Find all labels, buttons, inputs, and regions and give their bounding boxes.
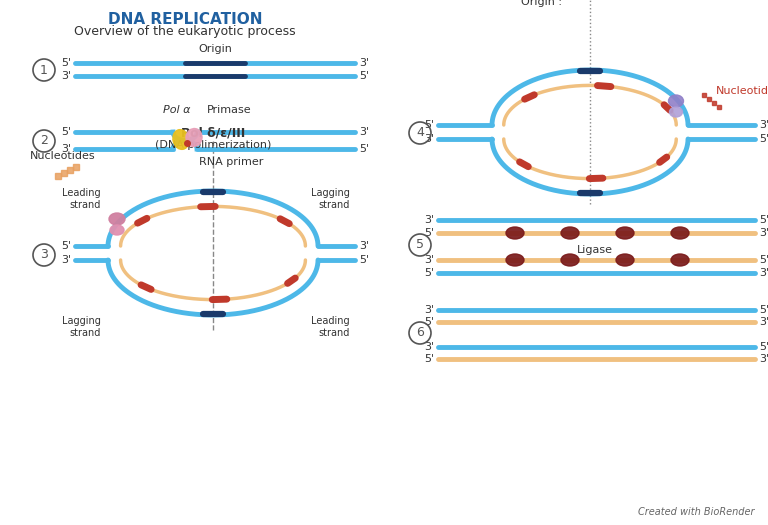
Text: 3': 3' xyxy=(61,255,71,265)
Text: 6: 6 xyxy=(416,327,424,340)
Text: 5': 5' xyxy=(759,342,768,352)
Ellipse shape xyxy=(671,227,689,239)
Text: 5': 5' xyxy=(61,127,71,137)
Text: 2: 2 xyxy=(40,134,48,148)
Ellipse shape xyxy=(670,107,683,117)
Ellipse shape xyxy=(110,225,124,235)
Text: 3': 3' xyxy=(424,305,434,315)
Text: 5': 5' xyxy=(359,144,369,154)
Text: 5': 5' xyxy=(759,305,768,315)
Text: 3: 3 xyxy=(40,248,48,261)
Text: Leading
strand: Leading strand xyxy=(311,316,350,338)
Text: Origin :: Origin : xyxy=(521,0,562,7)
Text: 5': 5' xyxy=(424,354,434,364)
Text: Origin: Origin xyxy=(198,44,232,54)
Text: 3': 3' xyxy=(759,317,768,327)
Ellipse shape xyxy=(561,254,579,266)
Text: Ligase: Ligase xyxy=(577,245,613,255)
Text: 3': 3' xyxy=(759,228,768,238)
Text: 5': 5' xyxy=(759,134,768,144)
Text: 5': 5' xyxy=(61,58,71,68)
Text: Leading
strand: Leading strand xyxy=(62,188,101,209)
Text: Overview of the eukaryotic process: Overview of the eukaryotic process xyxy=(74,25,296,38)
Text: 5': 5' xyxy=(424,317,434,327)
Text: 5': 5' xyxy=(424,228,434,238)
Ellipse shape xyxy=(561,227,579,239)
Text: 5': 5' xyxy=(61,241,71,251)
Text: DNA REPLICATION: DNA REPLICATION xyxy=(108,12,262,27)
Ellipse shape xyxy=(506,254,524,266)
Text: 3': 3' xyxy=(359,127,369,137)
Ellipse shape xyxy=(506,227,524,239)
Ellipse shape xyxy=(668,95,684,107)
Text: Primase: Primase xyxy=(207,105,252,115)
Ellipse shape xyxy=(173,130,189,150)
Text: 3': 3' xyxy=(359,58,369,68)
Text: 5': 5' xyxy=(359,255,369,265)
Text: Nucleotides: Nucleotides xyxy=(716,86,768,96)
Text: Nucleotides: Nucleotides xyxy=(30,151,96,161)
Text: (DNA polimerization): (DNA polimerization) xyxy=(155,140,271,150)
Text: 3': 3' xyxy=(61,71,71,81)
Text: 3': 3' xyxy=(759,268,768,278)
Text: 5: 5 xyxy=(416,238,424,251)
Text: 5': 5' xyxy=(759,215,768,225)
Text: 3': 3' xyxy=(359,241,369,251)
Text: 5': 5' xyxy=(424,120,434,130)
Text: 1: 1 xyxy=(40,64,48,77)
Text: 3': 3' xyxy=(424,342,434,352)
Text: RNA primer: RNA primer xyxy=(199,157,263,167)
Text: 3': 3' xyxy=(61,144,71,154)
Text: 5': 5' xyxy=(359,71,369,81)
Text: 3': 3' xyxy=(424,215,434,225)
Text: Lagging
strand: Lagging strand xyxy=(311,188,350,209)
Text: Pol δ/ε/III: Pol δ/ε/III xyxy=(181,126,245,139)
Text: Lagging
strand: Lagging strand xyxy=(62,316,101,338)
Text: 3': 3' xyxy=(424,255,434,265)
Text: 3': 3' xyxy=(424,134,434,144)
Text: Created with BioRender: Created with BioRender xyxy=(638,507,755,517)
Text: 3': 3' xyxy=(759,120,768,130)
Text: 5': 5' xyxy=(424,268,434,278)
Ellipse shape xyxy=(616,254,634,266)
Ellipse shape xyxy=(616,227,634,239)
Ellipse shape xyxy=(671,254,689,266)
Ellipse shape xyxy=(186,129,202,146)
Text: 5': 5' xyxy=(759,255,768,265)
Ellipse shape xyxy=(109,213,125,225)
Text: 4: 4 xyxy=(416,127,424,140)
Text: 3': 3' xyxy=(759,354,768,364)
Text: Pol α: Pol α xyxy=(164,105,190,115)
